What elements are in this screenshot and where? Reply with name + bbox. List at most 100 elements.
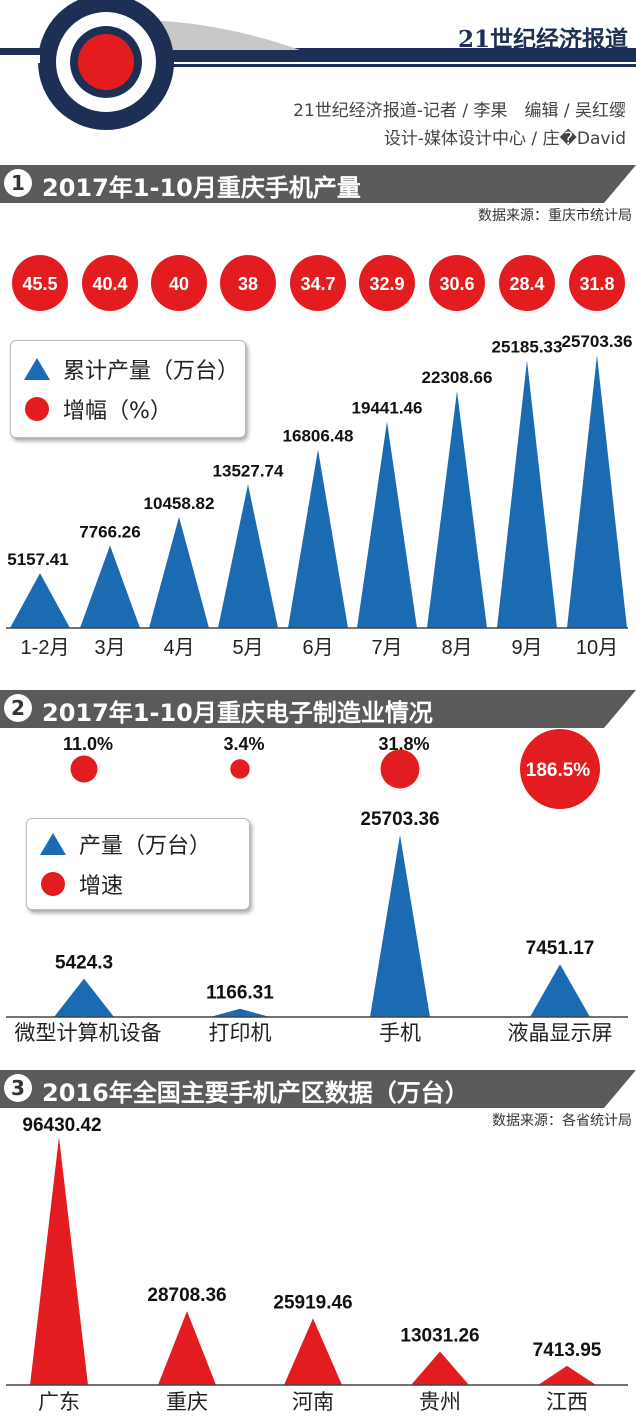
- paper-name: 21世纪经济报道: [457, 26, 628, 53]
- growth-circle: [230, 759, 250, 779]
- section-title-1: 2017年1-10月重庆手机产量: [42, 174, 361, 202]
- section-title-2: 2017年1-10月重庆电子制造业情况: [42, 699, 433, 727]
- growth-circle: [70, 755, 98, 783]
- value-label: 7766.26: [79, 523, 140, 542]
- category-label: 8月: [441, 637, 472, 659]
- category-label: 5月: [232, 637, 263, 659]
- legend-1-output: 累计产量（万台）: [23, 354, 239, 384]
- output-triangle: [210, 1008, 270, 1017]
- credit-line-1: 21世纪经济报道-记者 / 李果 编辑 / 吴红缨: [293, 101, 626, 121]
- growth-label: 186.5%: [526, 760, 591, 781]
- output-triangle: [357, 421, 417, 628]
- category-label: 河南: [292, 1391, 334, 1414]
- value-label: 25703.36: [360, 809, 439, 830]
- category-label: 江西: [546, 1391, 588, 1414]
- value-label: 22308.66: [422, 368, 493, 387]
- growth-circle: [520, 729, 600, 809]
- data-source-3: 数据来源：各省统计局: [492, 1113, 632, 1129]
- chart-regions: 96430.42 广东 28708.36 重庆 25919.46 河南 13031.26 贵州…: [6, 1115, 628, 1414]
- growth-circle: [12, 255, 68, 311]
- output-triangle: [370, 835, 430, 1017]
- value-label: 7413.95: [533, 1340, 602, 1361]
- value-label: 19441.46: [352, 399, 423, 418]
- output-triangle: [149, 516, 209, 628]
- growth-label: 40: [169, 274, 189, 294]
- output-triangle: [288, 449, 348, 628]
- growth-label: 38: [238, 274, 258, 294]
- category-label: 9月: [511, 637, 542, 659]
- growth-label: 34.7: [300, 274, 335, 294]
- output-triangle: [80, 545, 140, 628]
- growth-label: 30.6: [439, 274, 474, 294]
- data-source-1: 数据来源：重庆市统计局: [478, 208, 632, 224]
- category-label: 重庆: [166, 1391, 208, 1414]
- growth-circle: [569, 255, 625, 311]
- value-label: 10458.82: [144, 494, 215, 513]
- category-label: 1-2月: [21, 637, 70, 659]
- value-label: 28708.36: [147, 1285, 226, 1306]
- category-label: 打印机: [209, 1022, 272, 1045]
- category-label: 手机: [379, 1022, 421, 1045]
- legend-2-growth-label: 增速: [79, 874, 124, 899]
- category-label: 微型计算机设备: [15, 1022, 162, 1045]
- circle-icon: [41, 872, 65, 896]
- section-number-3: 3: [4, 1074, 32, 1102]
- legend-1-growth: 增幅（%）: [23, 394, 172, 424]
- category-label: 10月: [576, 637, 618, 659]
- growth-label: 45.5: [22, 274, 57, 294]
- region-triangle: [30, 1137, 88, 1385]
- growth-circle: [151, 255, 207, 311]
- category-label: 3月: [94, 637, 125, 659]
- section-number-1: 1: [4, 169, 32, 197]
- category-label: 6月: [302, 637, 333, 659]
- output-triangle: [567, 355, 627, 628]
- growth-label: 32.9: [369, 274, 404, 294]
- growth-circle: [380, 749, 420, 789]
- region-triangle: [158, 1311, 216, 1385]
- value-label: 5424.3: [55, 953, 113, 974]
- circle-icon: [25, 397, 49, 421]
- legend-1: 累计产量（万台） 增幅（%）: [10, 340, 246, 438]
- legend-1-output-label: 累计产量（万台）: [63, 359, 240, 384]
- value-label: 13031.26: [400, 1325, 479, 1346]
- credit-line-2: 设计-媒体设计中心 / 庄�David: [383, 129, 626, 149]
- growth-circle: [499, 255, 555, 311]
- output-triangle: [497, 360, 557, 628]
- legend-2-output: 产量（万台）: [39, 829, 211, 859]
- output-triangle: [530, 964, 590, 1017]
- output-triangle: [10, 573, 70, 628]
- growth-circle: [290, 255, 346, 311]
- legend-2: 产量（万台） 增速: [26, 818, 250, 910]
- section-title-3: 2016年全国主要手机产区数据（万台）: [42, 1079, 469, 1107]
- section-bar-2: 2 2017年1-10月重庆电子制造业情况: [0, 690, 636, 728]
- growth-circle: [359, 255, 415, 311]
- section-bar-1: 1 2017年1-10月重庆手机产量: [0, 165, 636, 203]
- category-label: 广东: [38, 1391, 80, 1414]
- growth-label: 40.4: [92, 274, 127, 294]
- growth-label: 11.0%: [63, 734, 113, 754]
- value-label: 5157.41: [7, 550, 68, 569]
- masthead-logo: [0, 0, 636, 130]
- value-label: 7451.17: [526, 938, 595, 959]
- value-label: 1166.31: [206, 983, 274, 1004]
- category-label: 液晶显示屏: [508, 1022, 613, 1045]
- output-triangle: [54, 978, 114, 1017]
- region-triangle: [411, 1351, 469, 1385]
- section-number-2: 2: [4, 694, 32, 722]
- legend-1-growth-label: 增幅（%）: [63, 399, 172, 424]
- growth-circle: [82, 255, 138, 311]
- triangle-icon: [24, 358, 50, 380]
- region-triangle: [538, 1365, 596, 1385]
- value-label: 96430.42: [22, 1115, 101, 1136]
- legend-2-growth: 增速: [39, 869, 123, 899]
- chart-monthly-output: 5157.41 45.5 1-2月 7766.26 40.4 3月 10458.82 40 4月…: [6, 255, 633, 659]
- value-label: 13527.74: [213, 461, 284, 480]
- category-label: 7月: [371, 637, 402, 659]
- growth-label: 28.4: [509, 274, 544, 294]
- value-label: 25703.36: [562, 332, 633, 351]
- output-triangle: [427, 391, 487, 628]
- value-label: 16806.48: [283, 426, 354, 445]
- category-label: 4月: [163, 637, 194, 659]
- chart-electronics: 5424.3 11.0% 微型计算机设备 1166.31 3.4% 打印机 25703.36…: [6, 729, 628, 1045]
- growth-circle: [429, 255, 485, 311]
